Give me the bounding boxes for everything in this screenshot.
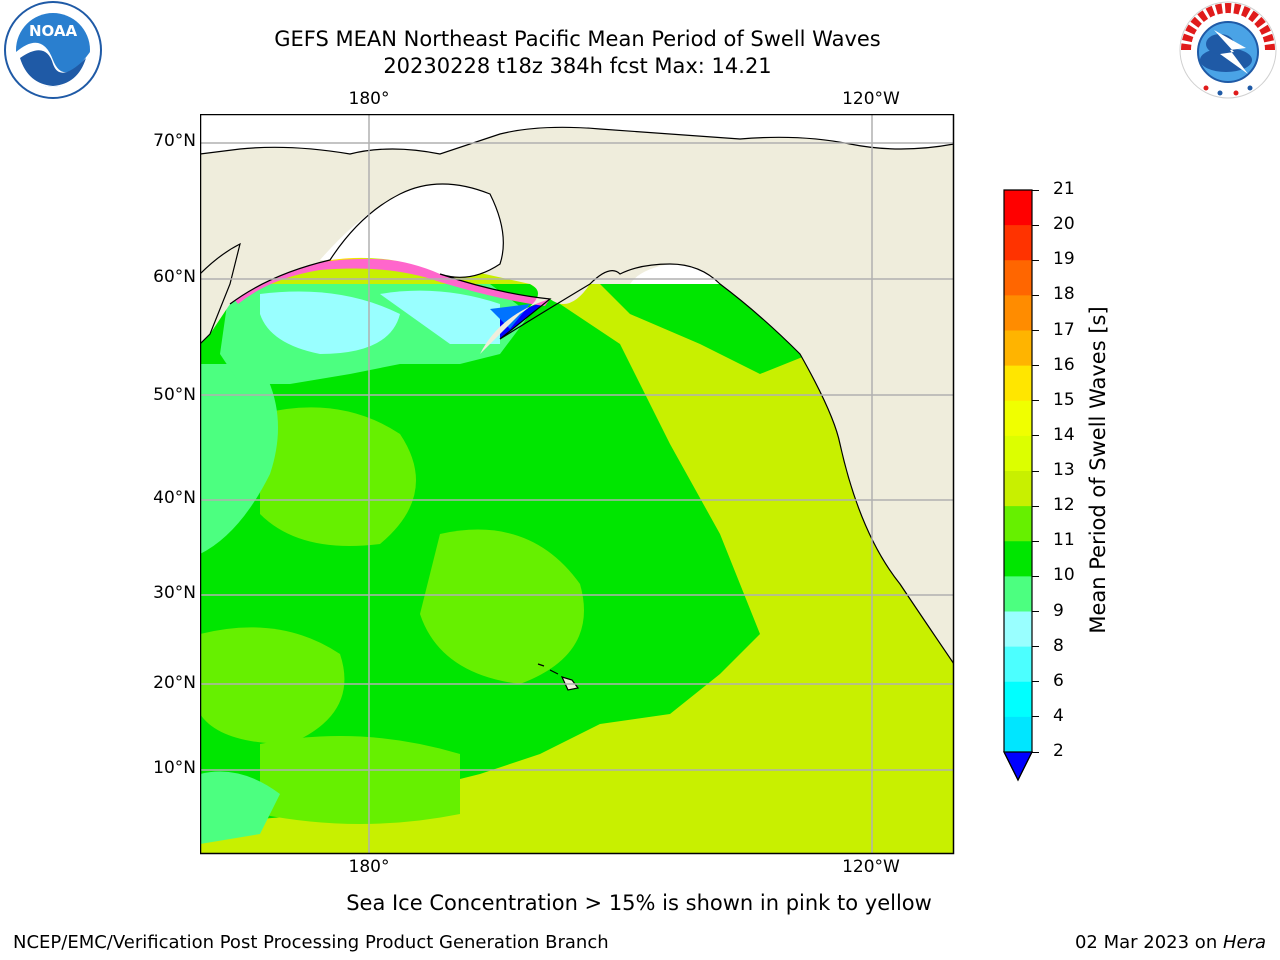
colorbar-tick-label: 2 [1053, 741, 1064, 761]
chart-subtitle: 20230228 t18z 384h fcst Max: 14.21 [383, 54, 772, 78]
colorbar-tick-label: 21 [1053, 179, 1075, 199]
graticule [200, 114, 954, 854]
lat-label-40n: 40°N [153, 488, 196, 508]
colorbar [1000, 186, 1036, 786]
colorbar-outline [1003, 189, 1033, 782]
alaska-west-coastline [229, 183, 552, 340]
colorbar-tick-label: 13 [1053, 460, 1075, 480]
colorbar-tick-mark [1032, 611, 1039, 612]
colorbar-tick-label: 17 [1053, 319, 1075, 340]
colorbar-band [1004, 260, 1032, 296]
cook-inlet-4s [490, 304, 530, 329]
lat-label-30n: 30°N [153, 583, 196, 603]
colorbar-tick-mark [1032, 365, 1039, 367]
colorbar-tick-label: 4 [1053, 705, 1064, 726]
bering-sea-8s [260, 291, 400, 354]
lon-label-bottom-180: 180° [348, 857, 390, 877]
swell-band-12s-c [200, 627, 345, 744]
colorbar-band [1004, 330, 1032, 367]
producer-credit: NCEP/EMC/Verification Post Processing Pr… [13, 932, 609, 953]
colorbar-tick-mark [1032, 224, 1039, 226]
colorbar-tick-label: 9 [1053, 600, 1064, 621]
chart-title: GEFS MEAN Northeast Pacific Mean Period … [274, 27, 881, 51]
map-frame [200, 114, 955, 855]
colorbar-tick-mark [1032, 716, 1039, 718]
colorbar-tick-mark [1032, 330, 1039, 331]
colorbar-band [1004, 541, 1032, 577]
colorbar-tick-mark [1032, 435, 1039, 437]
swell-band-12s-a [260, 407, 416, 546]
swell-band-12s-d [260, 736, 460, 824]
colorbar-tick-label: 19 [1053, 249, 1075, 270]
colorbar-band [1004, 576, 1032, 612]
colorbar-extend-triangle [1003, 751, 1033, 782]
swell-band-12s-b [420, 529, 584, 684]
colorbar-band [1004, 295, 1032, 331]
colorbar-tick-label: 8 [1053, 635, 1064, 656]
colorbar-tick-mark [1032, 681, 1039, 683]
noaa-logo-text: NOAA [29, 22, 78, 40]
colorbar-tick-mark [1032, 751, 1039, 753]
swell-period-map [200, 114, 955, 855]
colorbar-tick-mark [1032, 259, 1039, 261]
colorbar-tick-mark [1032, 470, 1039, 472]
sea-ice-note: Sea Ice Concentration > 15% is shown in … [346, 891, 932, 915]
colorbar-tick-label: 10 [1053, 565, 1075, 586]
colorbar-tick-mark [1032, 646, 1039, 648]
colorbar-tick-label: 12 [1053, 495, 1075, 516]
bering-sea-8s-east [380, 290, 500, 344]
colorbar-tick-mark [1032, 400, 1039, 402]
colorbar-tick-label: 15 [1053, 389, 1075, 410]
colorbar-tick-label: 14 [1053, 424, 1075, 445]
colorbar-band [1004, 190, 1032, 226]
lon-label-bottom-120w: 120°W [842, 857, 900, 877]
colorbar-tick-mark [1032, 294, 1039, 296]
colorbar-tick-mark [1032, 505, 1039, 507]
colorbar-band [1004, 681, 1032, 718]
swell-band-10s-south [200, 771, 280, 844]
north-america-coastline [499, 263, 954, 665]
lon-label-top-180: 180° [348, 89, 390, 109]
host-name: Hera [1222, 932, 1266, 953]
colorbar-band [1004, 225, 1032, 261]
nws-logo [1176, 0, 1280, 100]
lon-label-top-120w: 120°W [842, 89, 900, 109]
run-date: 02 Mar 2023 on Hera [1074, 932, 1266, 953]
noaa-logo: NOAA [2, 0, 104, 100]
colorbar-band [1004, 506, 1032, 542]
colorbar-label: Mean Period of Swell Waves [s] [1086, 306, 1110, 634]
colorbar-tick-label: 11 [1053, 530, 1075, 551]
colorbar-band [1004, 646, 1032, 683]
colorbar-band [1004, 365, 1032, 402]
colorbar-tick-mark [1032, 575, 1039, 577]
arctic-ocean [200, 114, 954, 154]
bering-sea-no-data [320, 184, 504, 278]
lat-label-10n: 10°N [153, 758, 196, 778]
swell-band-10s [200, 364, 278, 554]
colorbar-band [1004, 400, 1032, 437]
colorbar-tick-label: 18 [1053, 284, 1075, 305]
lat-label-20n: 20°N [153, 673, 196, 693]
colorbar-tick-mark [1032, 189, 1039, 191]
colorbar-tick-mark [1032, 540, 1039, 542]
colorbar-band [1004, 716, 1032, 753]
sea-ice-edge [230, 258, 550, 306]
kamchatka-coastline [200, 242, 241, 345]
colorbar-band [1004, 471, 1032, 507]
colorbar-tick-label: 16 [1053, 354, 1075, 375]
lat-label-70n: 70°N [153, 131, 196, 151]
lat-label-60n: 60°N [153, 267, 196, 287]
colorbar-tick-label: 20 [1053, 214, 1075, 235]
colorbar-band [1004, 611, 1032, 648]
arctic-coastline [200, 126, 954, 155]
colorbar-band [1004, 435, 1032, 472]
colorbar-tick-label: 6 [1053, 670, 1064, 691]
lat-label-50n: 50°N [153, 385, 196, 405]
